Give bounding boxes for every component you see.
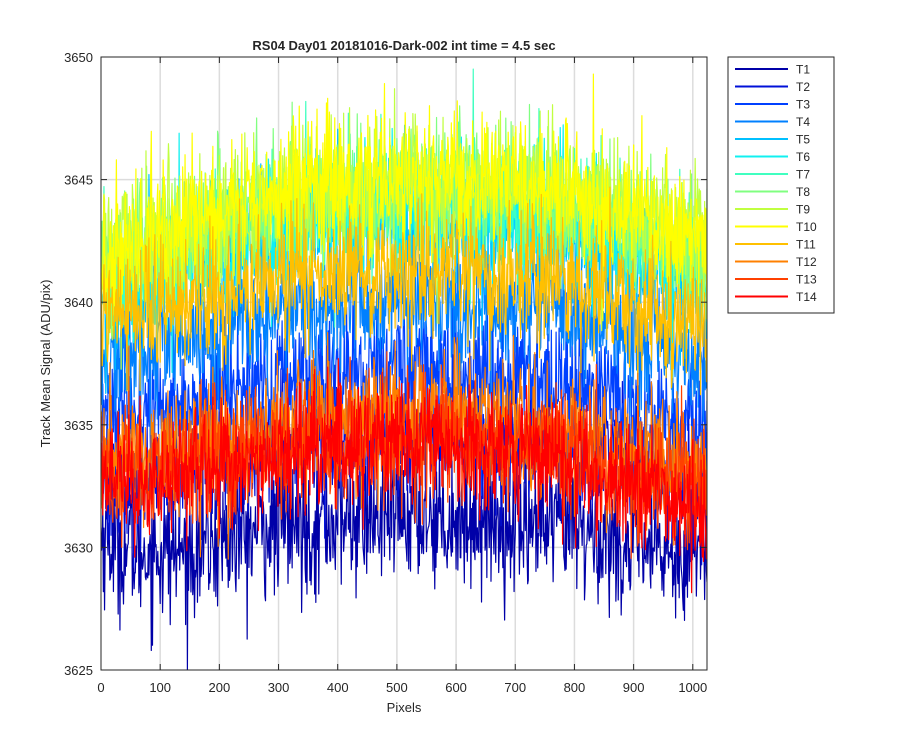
series-line-t14 <box>101 358 707 594</box>
x-tick-label: 1000 <box>678 680 707 695</box>
series-lines <box>101 68 707 670</box>
x-tick-label: 100 <box>149 680 171 695</box>
y-tick-label: 3645 <box>64 173 93 188</box>
legend-label-t8: T8 <box>796 185 810 199</box>
legend-label-t14: T14 <box>796 290 817 304</box>
y-tick-label: 3640 <box>64 295 93 310</box>
legend-label-t12: T12 <box>796 255 817 269</box>
legend-label-t13: T13 <box>796 273 817 287</box>
legend-label-t7: T7 <box>796 168 810 182</box>
legend-label-t10: T10 <box>796 220 817 234</box>
y-axis-label: Track Mean Signal (ADU/pix) <box>38 280 53 448</box>
legend-label-t6: T6 <box>796 150 810 164</box>
x-tick-label: 200 <box>209 680 231 695</box>
y-tick-label: 3625 <box>64 663 93 678</box>
y-tick-label: 3650 <box>64 50 93 65</box>
legend-label-t2: T2 <box>796 80 810 94</box>
legend-label-t5: T5 <box>796 133 810 147</box>
y-tick-label: 3630 <box>64 540 93 555</box>
x-tick-label: 600 <box>445 680 467 695</box>
legend-label-t3: T3 <box>796 98 810 112</box>
legend-label-t9: T9 <box>796 203 810 217</box>
series-line-t1 <box>101 413 707 670</box>
x-tick-label: 800 <box>564 680 586 695</box>
legend: T1 T2 T3 T4 T5 T6 T7 T8 T9 T10 T11 T12 T13 T14 <box>727 56 835 314</box>
y-tick-label: 3635 <box>64 418 93 433</box>
legend-label-t11: T11 <box>796 238 816 252</box>
x-tick-label: 500 <box>386 680 408 695</box>
legend-label-t4: T4 <box>796 115 810 129</box>
chart-title: RS04 Day01 20181016-Dark-002 int time = … <box>252 38 555 53</box>
series-line-t11 <box>101 186 707 396</box>
axis-ticks: 0 100 200 300 400 500 600 700 800 900 1000 3625 3630… <box>64 50 707 695</box>
legend-label-t1: T1 <box>796 63 810 77</box>
x-tick-label: 700 <box>504 680 526 695</box>
x-tick-label: 0 <box>97 680 104 695</box>
x-tick-label: 300 <box>268 680 290 695</box>
x-axis-label: Pixels <box>387 700 422 715</box>
x-tick-label: 900 <box>623 680 645 695</box>
plot-frame <box>100 56 708 671</box>
legend-box <box>727 56 835 314</box>
x-tick-label: 400 <box>327 680 349 695</box>
